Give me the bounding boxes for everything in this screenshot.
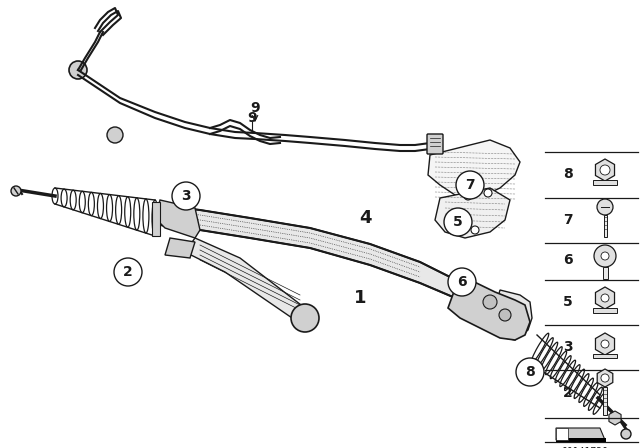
Circle shape [601, 252, 609, 260]
Polygon shape [595, 159, 614, 181]
Circle shape [114, 258, 142, 286]
Polygon shape [165, 238, 195, 258]
Polygon shape [185, 238, 305, 320]
Text: 9: 9 [250, 101, 260, 115]
Circle shape [11, 186, 21, 196]
Circle shape [471, 226, 479, 234]
Text: 6: 6 [563, 253, 573, 267]
Polygon shape [556, 428, 605, 440]
Text: 5: 5 [563, 295, 573, 309]
Polygon shape [595, 287, 614, 309]
Circle shape [484, 189, 492, 197]
Circle shape [499, 309, 511, 321]
Circle shape [600, 165, 610, 175]
Text: 7: 7 [563, 213, 573, 227]
Polygon shape [448, 275, 530, 340]
Circle shape [69, 61, 87, 79]
Text: 1: 1 [354, 289, 366, 307]
FancyBboxPatch shape [427, 134, 443, 154]
Circle shape [601, 374, 609, 382]
Circle shape [291, 304, 319, 332]
Text: 9: 9 [247, 111, 257, 125]
Circle shape [483, 295, 497, 309]
Polygon shape [609, 411, 621, 425]
Bar [602, 267, 607, 279]
Polygon shape [435, 188, 510, 238]
Text: 6: 6 [457, 275, 467, 289]
Text: 3: 3 [181, 189, 191, 203]
Circle shape [594, 245, 616, 267]
Bar [593, 308, 617, 313]
Polygon shape [556, 428, 568, 440]
Circle shape [172, 182, 200, 210]
Text: 4: 4 [359, 209, 371, 227]
Circle shape [464, 192, 472, 200]
Polygon shape [428, 140, 520, 198]
Bar [593, 180, 617, 185]
Circle shape [448, 268, 476, 296]
Polygon shape [595, 333, 614, 355]
Text: 00141720: 00141720 [561, 447, 609, 448]
Polygon shape [597, 369, 612, 387]
Polygon shape [160, 205, 505, 322]
Text: 2: 2 [563, 386, 573, 400]
Polygon shape [155, 200, 200, 238]
Text: 5: 5 [453, 215, 463, 229]
Circle shape [601, 294, 609, 302]
Text: 8: 8 [563, 167, 573, 181]
Text: 3: 3 [563, 340, 573, 354]
Circle shape [601, 340, 609, 348]
Circle shape [444, 208, 472, 236]
Bar [152, 202, 160, 236]
Circle shape [107, 127, 123, 143]
Circle shape [516, 358, 544, 386]
Bar [593, 354, 617, 358]
Text: 2: 2 [123, 265, 133, 279]
Polygon shape [495, 290, 532, 340]
Bar [556, 438, 606, 442]
Bar [603, 387, 607, 415]
Bar [604, 215, 607, 237]
Text: 7: 7 [465, 178, 475, 192]
Text: 8: 8 [525, 365, 535, 379]
Circle shape [597, 199, 613, 215]
Circle shape [621, 429, 631, 439]
Circle shape [456, 171, 484, 199]
